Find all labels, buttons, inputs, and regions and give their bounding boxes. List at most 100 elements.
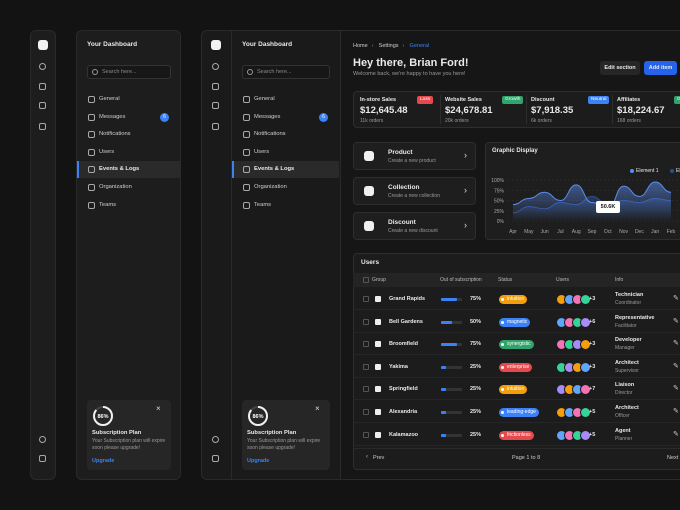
chart-title: Graphic Display bbox=[492, 148, 538, 154]
stat-label: Affiliates bbox=[617, 97, 641, 103]
upgrade-link[interactable]: Upgrade bbox=[247, 458, 270, 464]
edit-icon[interactable]: ✎ bbox=[673, 408, 679, 415]
edit-icon[interactable]: ✎ bbox=[673, 385, 679, 393]
menu-item[interactable]: Notifications bbox=[254, 131, 286, 138]
menu-item[interactable]: General bbox=[99, 96, 120, 102]
progress-track bbox=[441, 365, 462, 369]
x-tick-label: Dec bbox=[635, 229, 644, 235]
next-button[interactable]: Next bbox=[667, 455, 679, 461]
subscription-text: Your Subscription plan will expire soon … bbox=[247, 438, 321, 451]
menu-item[interactable]: Events & Logs bbox=[99, 166, 140, 173]
y-tick-label: 0% bbox=[497, 219, 505, 225]
edit-button[interactable]: Edit section bbox=[600, 61, 640, 75]
calendar-icon bbox=[39, 102, 46, 109]
close-button[interactable]: × bbox=[156, 404, 161, 413]
menu-item[interactable]: Teams bbox=[99, 201, 117, 208]
checkbox[interactable] bbox=[363, 363, 369, 370]
edit-icon[interactable]: ✎ bbox=[673, 430, 679, 438]
progress-bar bbox=[441, 365, 447, 369]
chevron: › bbox=[464, 150, 467, 160]
menu-icon bbox=[88, 113, 95, 121]
stat-label: Discount bbox=[531, 97, 555, 103]
progress-label: 25% bbox=[470, 431, 482, 438]
logout-icon bbox=[212, 455, 219, 462]
checkbox[interactable] bbox=[363, 431, 369, 438]
menu-icon bbox=[243, 131, 250, 139]
menu-icon bbox=[88, 166, 95, 174]
info-role: Architect bbox=[615, 359, 639, 366]
subscription-card bbox=[242, 400, 330, 470]
page-title: Hey there, Brian Ford! bbox=[353, 57, 469, 69]
divider bbox=[340, 30, 341, 480]
stat-value: $18,224.67 bbox=[617, 105, 665, 116]
row-divider bbox=[353, 331, 680, 333]
y-tick-label: 25% bbox=[494, 209, 505, 215]
edit-icon[interactable]: ✎ bbox=[673, 362, 679, 370]
menu-item[interactable]: Teams bbox=[254, 201, 272, 208]
menu-badge: 6 bbox=[319, 112, 328, 122]
breadcrumb-item[interactable]: Home bbox=[353, 43, 368, 49]
upgrade-link[interactable]: Upgrade bbox=[92, 458, 115, 464]
line bbox=[512, 181, 672, 210]
footer-divider bbox=[353, 448, 680, 449]
menu-icon bbox=[88, 184, 95, 191]
prev-button[interactable]: Prev bbox=[373, 455, 385, 461]
status-dot bbox=[501, 365, 504, 369]
breadcrumb-item[interactable]: Settings bbox=[378, 43, 399, 49]
add-button[interactable]: Add item bbox=[644, 61, 677, 75]
info-level: Director bbox=[615, 390, 633, 397]
status-dot bbox=[501, 343, 504, 347]
edit-icon[interactable]: ✎ bbox=[673, 340, 679, 348]
search-box[interactable] bbox=[87, 65, 171, 79]
close-button[interactable]: × bbox=[315, 404, 320, 413]
status-badge: magnetic bbox=[499, 317, 531, 327]
menu-item[interactable]: Organization bbox=[254, 184, 287, 190]
edit-icon[interactable]: ✎ bbox=[673, 317, 679, 325]
menu-item[interactable]: Users bbox=[254, 148, 270, 155]
checkbox[interactable] bbox=[363, 341, 369, 348]
calendar-icon bbox=[212, 102, 219, 109]
menu-item[interactable]: Events & Logs bbox=[254, 166, 295, 173]
x-tick-label: Apr bbox=[509, 229, 517, 235]
ring-progress bbox=[248, 406, 268, 426]
ring-label: 86% bbox=[97, 414, 108, 420]
menu-item[interactable]: Users bbox=[99, 148, 115, 155]
checkbox[interactable] bbox=[363, 318, 369, 325]
menu-item[interactable]: Notifications bbox=[99, 131, 131, 138]
menu-item[interactable]: Messages bbox=[254, 113, 281, 120]
y-tick-label: 75% bbox=[494, 188, 505, 194]
stat-badge: Growth bbox=[674, 96, 680, 104]
stat-value: $12,645.48 bbox=[360, 105, 408, 116]
info-role: Technician bbox=[615, 292, 644, 298]
checkbox[interactable] bbox=[363, 386, 369, 393]
edit-icon[interactable]: ✎ bbox=[673, 295, 679, 302]
progress-ring: 86% bbox=[248, 406, 268, 426]
menu-icon bbox=[243, 201, 250, 209]
menu-item[interactable]: General bbox=[254, 96, 275, 102]
status-badge: intuition bbox=[499, 295, 528, 304]
status-dot bbox=[501, 298, 504, 301]
menu-icon bbox=[88, 131, 95, 139]
checkbox[interactable] bbox=[363, 296, 369, 302]
subscription-card bbox=[87, 400, 171, 470]
stat-label: Website Sales bbox=[445, 97, 482, 103]
x-tick-label: Oct bbox=[604, 229, 612, 235]
info-level: Manager bbox=[615, 345, 635, 352]
column-header: Status bbox=[498, 277, 513, 283]
checkbox[interactable] bbox=[363, 409, 369, 415]
stat-note: 11k orders bbox=[360, 118, 384, 124]
avatar bbox=[580, 339, 591, 351]
progress-bar bbox=[441, 320, 452, 324]
x-tick-label: Jun bbox=[541, 229, 549, 235]
stat-note: 168 orders bbox=[617, 118, 641, 124]
stat-note: 20k orders bbox=[445, 118, 469, 124]
search-box[interactable] bbox=[242, 65, 330, 79]
menu-item[interactable]: Organization bbox=[99, 184, 132, 190]
status-dot bbox=[501, 411, 504, 414]
more-users: +3 bbox=[589, 363, 596, 370]
checkbox[interactable] bbox=[363, 277, 369, 283]
menu-item[interactable]: Messages bbox=[99, 113, 126, 120]
menu-active-bg bbox=[232, 161, 339, 179]
action-icon bbox=[364, 221, 374, 231]
progress-track bbox=[441, 388, 462, 392]
